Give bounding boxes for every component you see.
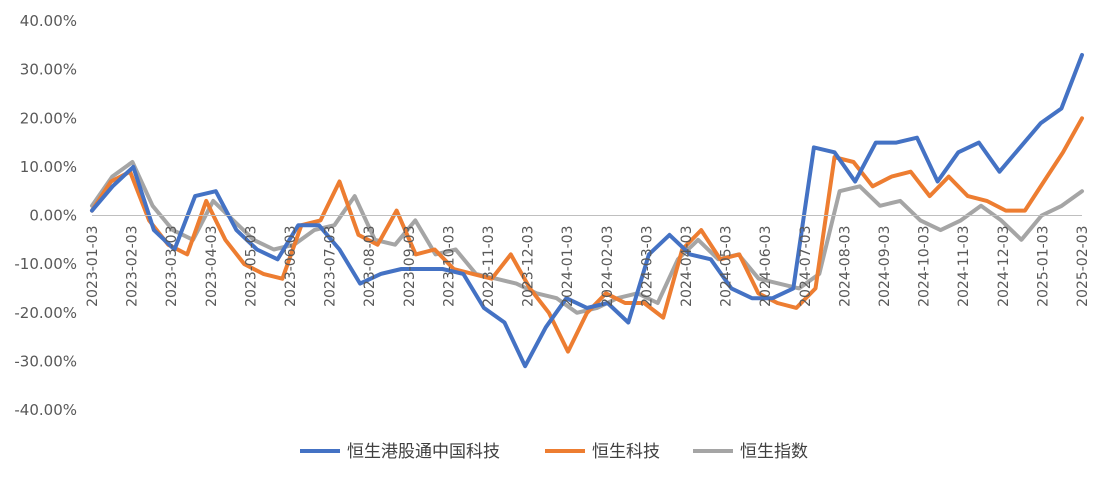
x-tick-label: 2024-06-03	[758, 226, 774, 307]
x-tick-label: 2025-02-03	[1075, 226, 1091, 307]
y-axis-tick-labels: 40.00% 30.00% 20.00% 10.00% 0.00% -10.00% -20.…	[14, 12, 77, 419]
x-tick-label: 2023-12-03	[521, 226, 537, 307]
x-tick-label: 2024-05-03	[719, 226, 735, 307]
series-line-3	[90, 160, 1084, 315]
x-tick-label: 2023-08-03	[362, 226, 378, 307]
legend-label: 恒生指数	[740, 442, 808, 462]
y-tick-label: -10.00%	[14, 255, 77, 273]
x-tick-label: 2024-09-03	[877, 226, 893, 307]
x-tick-label: 2024-11-03	[956, 225, 972, 306]
x-tick-label: 2023-02-03	[125, 226, 141, 307]
series-line-1	[90, 53, 1084, 369]
x-tick-label: 2024-10-03	[917, 226, 933, 307]
x-tick-label: 2023-07-03	[323, 226, 339, 307]
legend-label: 恒生科技	[592, 442, 660, 462]
x-tick-label: 2023-09-03	[402, 226, 418, 307]
x-tick-label: 2023-04-03	[204, 225, 220, 306]
legend-label: 恒生港股通中国科技	[347, 442, 500, 462]
y-tick-label: 40.00%	[20, 12, 77, 30]
y-tick-label: -30.00%	[14, 352, 77, 370]
y-tick-label: 10.00%	[20, 158, 77, 176]
y-tick-label: 30.00%	[20, 61, 77, 79]
x-tick-label: 2023-05-03	[243, 226, 259, 307]
y-tick-label: -20.00%	[14, 304, 77, 322]
x-tick-label: 2024-03-03	[639, 226, 655, 307]
x-tick-label: 2024-04-03	[679, 226, 695, 307]
series-line-2	[90, 116, 1084, 354]
legend: 恒生港股通中国科技 恒生科技 恒生指数	[300, 442, 808, 462]
x-tick-label: 2024-12-03	[996, 226, 1012, 307]
x-tick-label: 2024-02-03	[600, 226, 616, 307]
x-tick-label: 2023-06-03	[283, 226, 299, 307]
series-lines	[90, 53, 1084, 369]
x-tick-label: 2024-07-03	[798, 226, 814, 307]
y-tick-label: 0.00%	[29, 207, 77, 225]
x-axis-tick-labels: 2023-01-03 2023-02-03 2023-03-03 2023-04-03…	[85, 225, 1091, 306]
x-tick-label: 2023-03-03	[164, 226, 180, 307]
x-tick-label: 2023-11-03	[481, 226, 497, 307]
x-tick-label: 2023-01-03	[85, 226, 101, 307]
y-tick-label: -40.00%	[14, 401, 77, 419]
x-tick-label: 2024-08-03	[837, 226, 853, 307]
x-tick-label: 2025-01-03	[1035, 226, 1051, 307]
y-tick-label: 20.00%	[20, 109, 77, 127]
x-tick-label: 2024-01-03	[560, 226, 576, 307]
x-tick-label: 2023-10-03	[441, 226, 457, 307]
